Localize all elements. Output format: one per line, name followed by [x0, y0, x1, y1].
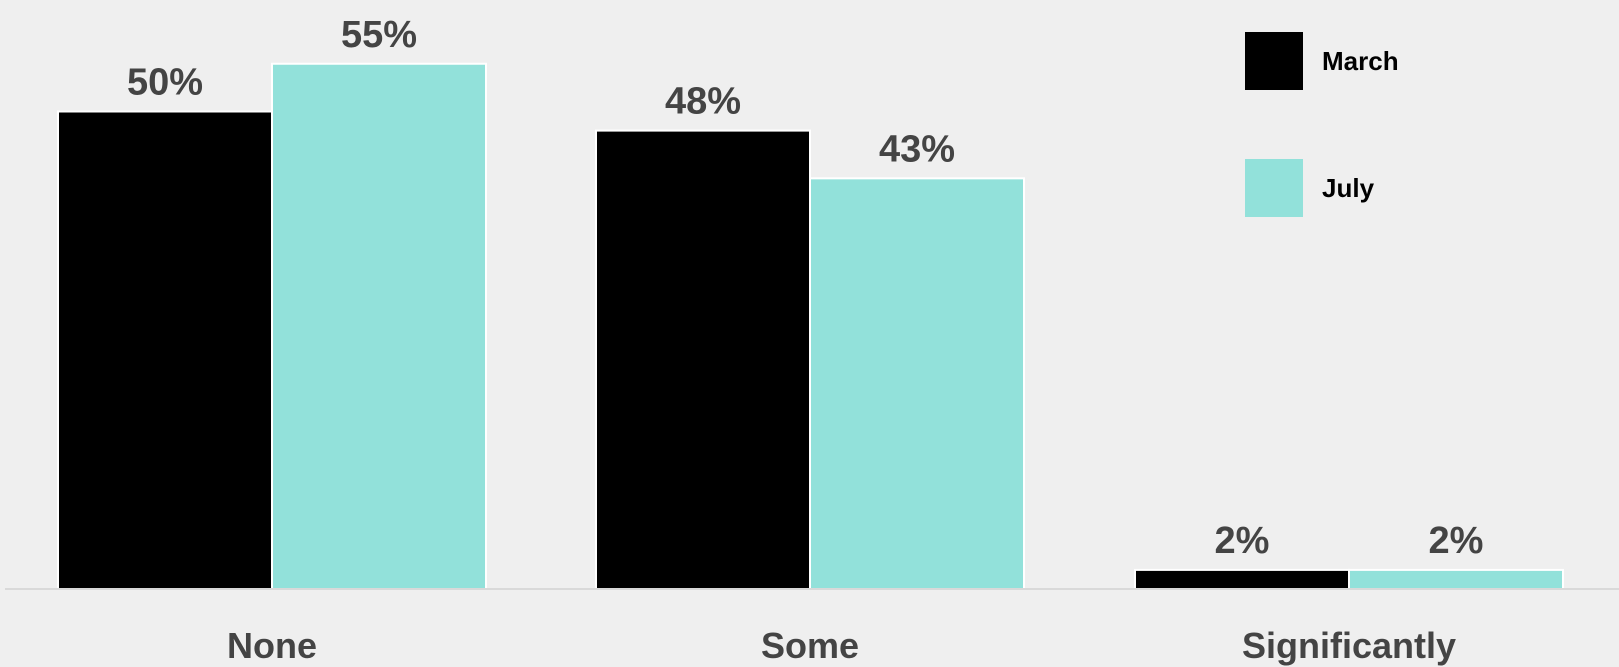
data-label-july-significantly: 2% [1429, 520, 1484, 562]
data-labels-layer: 50% 55% 48% 43% 2% 2% [127, 14, 1483, 562]
legend: March July [1245, 32, 1399, 217]
data-label-march-some: 48% [665, 81, 741, 123]
bar-march-significantly [1134, 568, 1350, 591]
legend-label-july: July [1322, 173, 1375, 203]
category-labels-layer: None Some Significantly [227, 625, 1456, 666]
bar-july-significantly [1348, 568, 1564, 591]
data-label-march-significantly: 2% [1215, 520, 1270, 562]
category-label-some: Some [761, 625, 859, 666]
category-label-significantly: Significantly [1242, 625, 1456, 666]
data-label-july-some: 43% [879, 128, 955, 170]
legend-label-march: March [1322, 46, 1399, 76]
bar-march-some [595, 129, 811, 590]
legend-swatch-july [1245, 159, 1303, 217]
bar-march-none [57, 110, 273, 590]
bar-july-none [271, 62, 487, 590]
bars-layer [57, 62, 1564, 591]
data-label-march-none: 50% [127, 62, 203, 104]
bar-july-some [809, 177, 1025, 590]
data-label-july-none: 55% [341, 14, 417, 56]
legend-swatch-march [1245, 32, 1303, 90]
category-label-none: None [227, 625, 317, 666]
